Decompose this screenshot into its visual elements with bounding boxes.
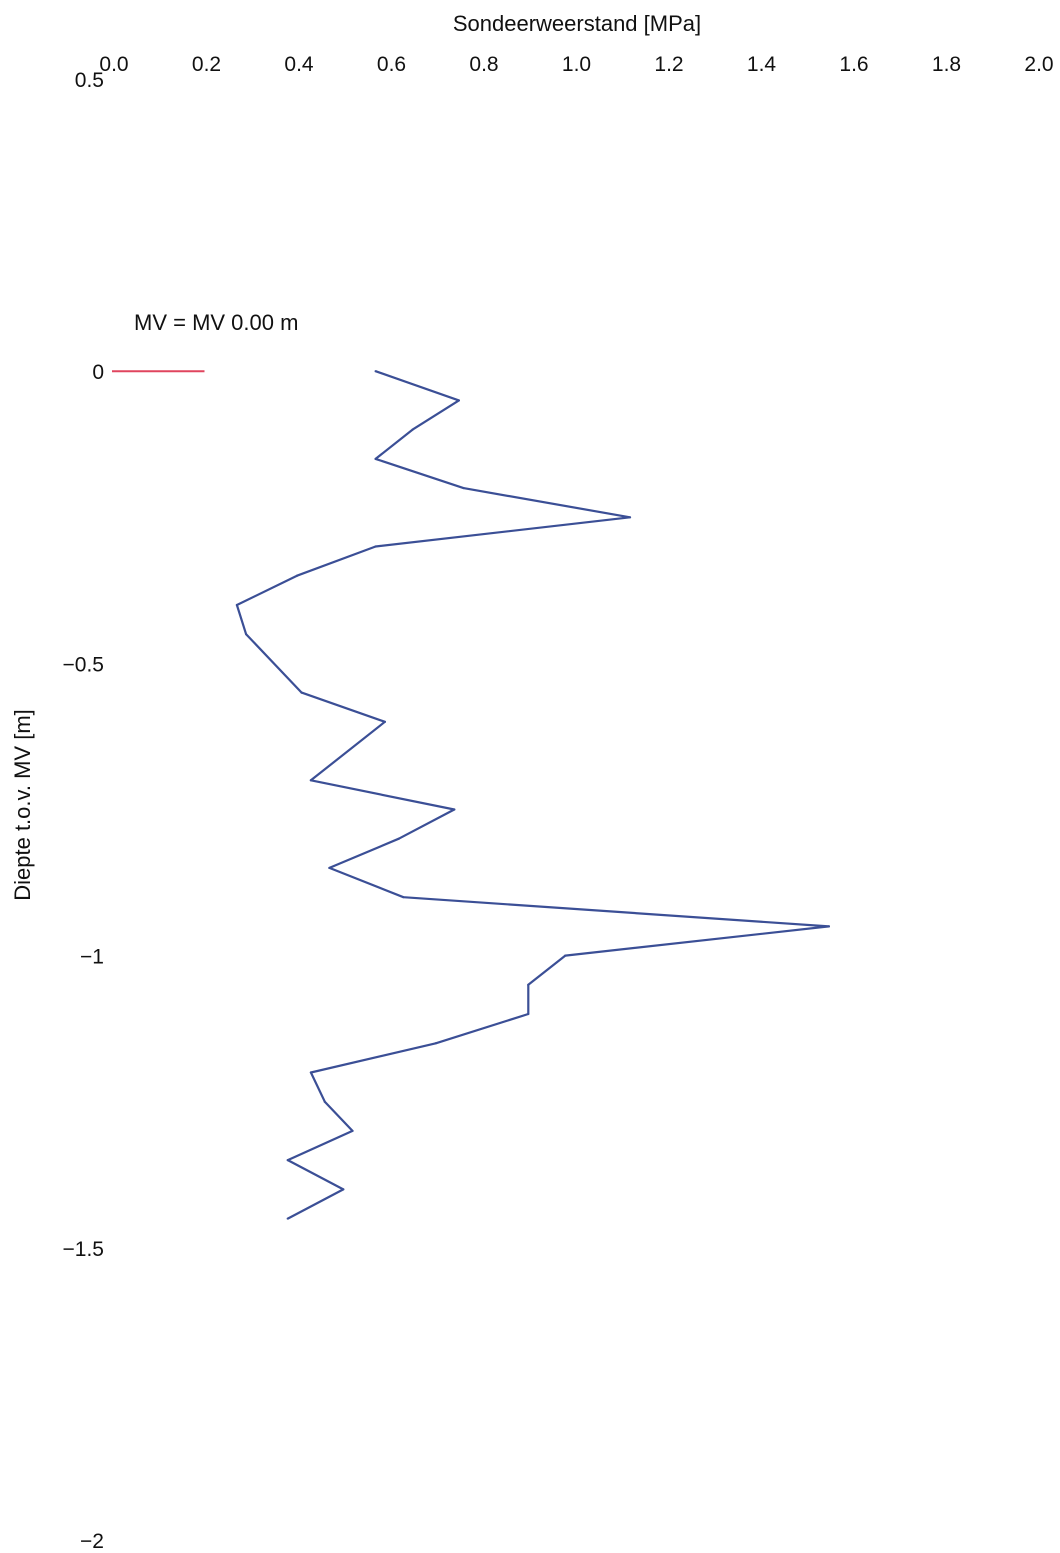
- data-point: [286, 1217, 289, 1220]
- x-tick-label: 0.0: [99, 53, 128, 76]
- x-tick-label: 1.2: [654, 53, 683, 76]
- mv-annotation: MV = MV 0.00 m: [134, 310, 298, 335]
- data-point: [402, 896, 405, 899]
- x-tick-labels: 0.0 0.2 0.4 0.6 0.8 1.0 1.2 1.4 1.6 1.8 2.0: [99, 53, 1053, 76]
- y-tick-label: −0.5: [63, 653, 104, 676]
- data-point: [374, 545, 377, 548]
- data-point: [342, 1188, 345, 1191]
- data-point: [374, 370, 377, 373]
- y-tick-label: −2: [80, 1530, 104, 1553]
- data-point: [453, 808, 456, 811]
- x-axis-title: Sondeerweerstand [MPa]: [453, 11, 701, 36]
- data-point: [245, 633, 248, 636]
- data-point: [309, 1071, 312, 1074]
- y-tick-label: −1: [80, 946, 104, 969]
- x-tick-label: 0.6: [377, 53, 406, 76]
- data-point: [286, 1159, 289, 1162]
- series-line: [235, 370, 831, 1220]
- x-tick-label: 0.2: [192, 53, 221, 76]
- data-point: [628, 516, 632, 519]
- data-point: [235, 603, 238, 607]
- data-point: [397, 837, 400, 840]
- x-tick-label: 1.4: [747, 53, 777, 76]
- data-point: [328, 866, 331, 870]
- data-point: [295, 574, 299, 577]
- data-point: [462, 486, 465, 490]
- data-point: [411, 428, 414, 431]
- x-tick-label: 1.8: [932, 53, 961, 76]
- data-point: [309, 779, 312, 782]
- y-tick-label: 0.5: [75, 69, 104, 92]
- data-point: [374, 457, 377, 460]
- data-point: [527, 1012, 530, 1016]
- x-tick-label: 2.0: [1024, 53, 1053, 76]
- data-point: [300, 691, 303, 694]
- x-tick-label: 0.4: [284, 53, 314, 76]
- x-tick-label: 0.8: [469, 53, 498, 76]
- y-tick-labels: 0.5 0 −0.5 −1 −1.5 −2: [63, 69, 104, 1553]
- series-points: [235, 370, 830, 1220]
- y-tick-label: 0: [92, 361, 104, 384]
- data-point: [457, 399, 460, 402]
- data-point: [434, 1042, 437, 1045]
- x-tick-label: 1.6: [839, 53, 868, 76]
- data-point: [527, 983, 530, 986]
- data-point: [383, 720, 386, 723]
- y-tick-label: −1.5: [63, 1238, 104, 1261]
- data-point: [351, 1129, 354, 1133]
- data-point: [323, 1100, 326, 1103]
- data-point: [564, 954, 567, 957]
- data-point: [827, 925, 830, 928]
- y-axis-title: Diepte t.o.v. MV [m]: [10, 709, 35, 901]
- x-tick-label: 1.0: [562, 53, 591, 76]
